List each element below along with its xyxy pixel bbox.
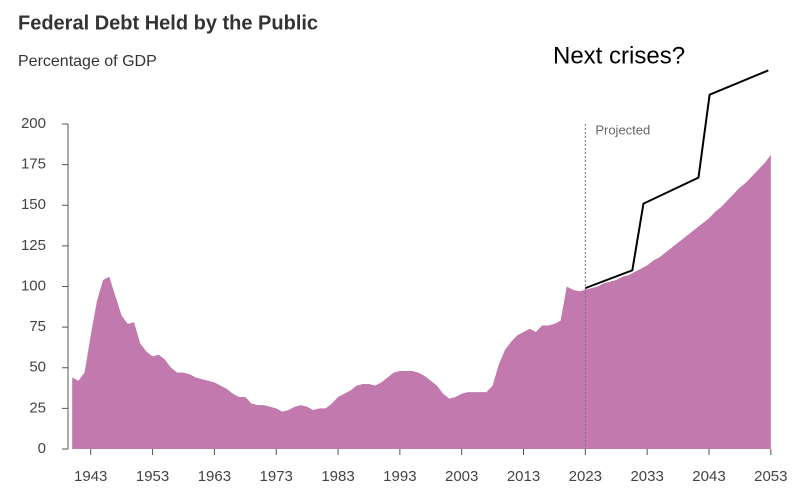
x-tick-label: 1983 xyxy=(321,468,354,485)
x-tick-label: 1943 xyxy=(74,468,107,485)
chart-title: Federal Debt Held by the Public xyxy=(18,12,318,34)
x-tick-label: 1953 xyxy=(136,468,169,485)
y-tick-label: 0 xyxy=(38,440,46,457)
y-tick-label: 175 xyxy=(21,156,46,173)
x-tick-label: 2033 xyxy=(630,468,663,485)
y-tick-label: 125 xyxy=(21,237,46,254)
annotation-line xyxy=(584,69,769,290)
x-tick-label: 2053 xyxy=(754,468,787,485)
x-tick-label: 2003 xyxy=(445,468,478,485)
y-tick-label: 50 xyxy=(29,359,46,376)
annotation-text: Next crises? xyxy=(553,42,685,69)
x-tick-label: 1973 xyxy=(260,468,293,485)
y-tick-label: 100 xyxy=(21,277,46,294)
chart-subtitle: Percentage of GDP xyxy=(18,53,157,70)
y-tick-label: 75 xyxy=(29,318,46,335)
x-tick-label: 2043 xyxy=(692,468,725,485)
x-tick-label: 1963 xyxy=(198,468,231,485)
area xyxy=(72,154,771,449)
x-tick-label: 1993 xyxy=(383,468,416,485)
y-tick-label: 25 xyxy=(29,399,46,416)
y-tick-label: 150 xyxy=(21,196,46,213)
x-tick-label: 2013 xyxy=(507,468,540,485)
x-tick-label: 2023 xyxy=(569,468,602,485)
projection-label: Projected xyxy=(595,122,650,137)
y-tick-label: 200 xyxy=(21,115,46,132)
